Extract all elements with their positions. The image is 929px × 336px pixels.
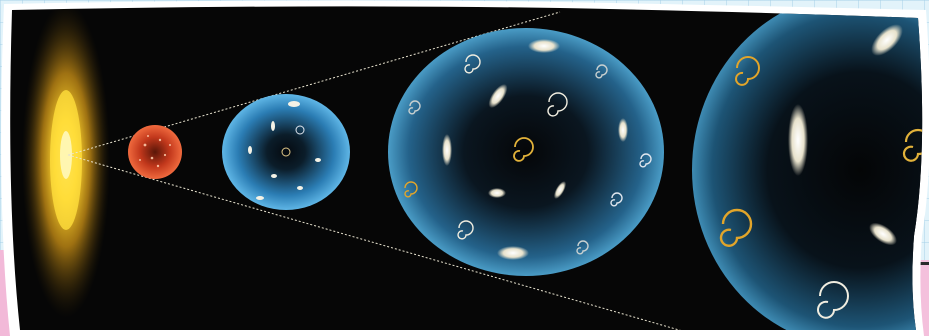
elliptical-galaxy-icon xyxy=(488,188,506,198)
spiral-galaxy-icon xyxy=(408,100,421,115)
spiral-galaxy-icon xyxy=(719,208,753,247)
spiral-galaxy-icon xyxy=(610,192,623,207)
spiral-galaxy-icon xyxy=(735,56,760,86)
elliptical-galaxy-icon xyxy=(488,84,508,108)
elliptical-galaxy-icon xyxy=(528,39,560,53)
spiral-galaxy-icon xyxy=(464,54,481,74)
spiral-galaxy-icon xyxy=(576,240,589,255)
cone-line-lower xyxy=(67,154,701,331)
elliptical-galaxy-icon xyxy=(871,24,903,56)
universe-bubble-icon xyxy=(388,28,664,276)
spiral-galaxy-icon xyxy=(547,92,568,117)
elliptical-galaxy-icon xyxy=(497,246,529,260)
universe-bubble-icon xyxy=(692,6,923,331)
universe-bubble-icon xyxy=(222,94,350,210)
elliptical-galaxy-icon xyxy=(618,118,628,142)
spiral-galaxy-icon xyxy=(902,128,923,162)
elliptical-galaxy-icon xyxy=(553,181,567,199)
spiral-galaxy-icon xyxy=(513,137,534,162)
elliptical-galaxy-icon xyxy=(869,222,897,246)
spiral-galaxy-icon xyxy=(639,153,652,168)
elliptical-galaxy-icon xyxy=(442,134,452,166)
fireball-sphere-icon xyxy=(128,125,182,179)
spiral-galaxy-icon xyxy=(457,220,474,240)
big-bang-glow-icon xyxy=(22,6,110,318)
spiral-galaxy-icon xyxy=(404,181,418,198)
spiral-galaxy-icon xyxy=(595,64,608,79)
elliptical-galaxy-icon xyxy=(788,104,808,176)
spiral-galaxy-icon xyxy=(817,281,849,319)
